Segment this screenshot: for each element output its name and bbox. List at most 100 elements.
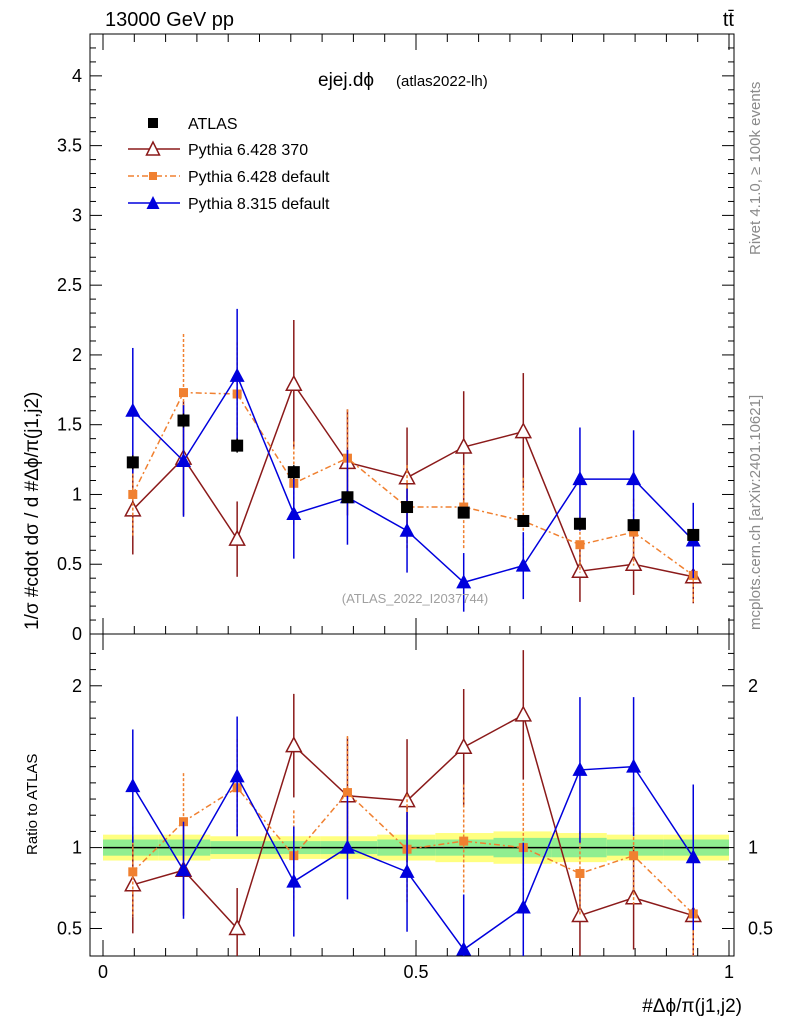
ratio-data <box>124 650 703 956</box>
data-point-py8 <box>456 574 472 589</box>
data-point-py6-370 <box>228 529 246 546</box>
main-y-axis-label: 1/σ #cdot dσ / d #Δϕ/π(j1,j2) <box>22 392 43 630</box>
rivet-label: Rivet 4.1.0, ≥ 100k events <box>747 82 764 255</box>
ratio-y-tick-label-right: 1 <box>748 838 758 858</box>
ratio-y-axis-label: Ratio to ATLAS <box>24 754 41 855</box>
legend-py6-default-label: Pythia 6.428 default <box>188 169 330 186</box>
ratio-plot-frame <box>89 633 735 957</box>
ratio-point-py8 <box>685 849 701 864</box>
x-axis-label: #Δϕ/π(j1,j2) <box>642 996 742 1017</box>
data-point-py6-370 <box>514 422 533 439</box>
ratio-y-tick-label-right: 0.5 <box>748 918 773 938</box>
ratio-point-py8 <box>286 873 302 888</box>
ratio-point-py8 <box>125 778 141 793</box>
data-point-py8 <box>229 367 245 382</box>
legend-py8-marker <box>146 196 160 209</box>
ratio-point-py6-default <box>575 868 585 878</box>
main-y-axis: 0 0.5 1 1.5 2 2.5 3 3.5 4 <box>57 47 734 644</box>
data-point-atlas <box>457 506 470 519</box>
legend-atlas-marker <box>148 118 158 128</box>
legend-py6-default-marker <box>149 172 157 180</box>
series-py6-default <box>128 334 698 602</box>
data-point-py6-370 <box>571 561 589 578</box>
data-point-py6-default <box>128 489 138 499</box>
ratio-point-py6-default <box>128 867 138 877</box>
legend-item-py6-370: Pythia 6.428 370 <box>128 140 308 159</box>
main-panel: 0 0.5 1 1.5 2 2.5 3 3.5 4 ejej.dϕ (atlas2022-lh)… <box>22 33 735 644</box>
ratio-point-py8 <box>515 899 531 914</box>
data-point-atlas <box>231 439 244 452</box>
legend-py6-370-label: Pythia 6.428 370 <box>188 142 308 159</box>
data-point-atlas <box>401 501 414 514</box>
x-axis: 0 0.5 1 <box>98 34 734 982</box>
ratio-panel: 0.5 0.51 12 2 0 0.5 1 Ratio to ATLAS #Δϕ/π(j1… <box>24 34 773 1017</box>
series-line-py8 <box>132 374 694 584</box>
data-point-atlas <box>177 414 190 427</box>
data-point-py8 <box>399 522 415 537</box>
main-y-tick-label: 3 <box>72 205 82 225</box>
ratio-point-py8 <box>626 758 642 773</box>
mcplots-label: mcplots.cern.ch [arXiv:2401.10621] <box>747 395 764 630</box>
ratio-point-py6-370 <box>454 737 473 755</box>
data-point-py8 <box>515 557 531 572</box>
legend-py8-label: Pythia 8.315 default <box>188 196 330 213</box>
ratio-point-py6-default <box>629 851 639 861</box>
main-y-tick-label: 2 <box>72 345 82 365</box>
data-point-py8 <box>572 471 588 486</box>
data-point-py6-370 <box>624 554 643 571</box>
main-plot-frame <box>89 33 735 635</box>
data-point-atlas <box>687 528 700 541</box>
ratio-series-py8 <box>125 697 701 956</box>
analysis-watermark: (ATLAS_2022_I2037744) <box>342 591 488 606</box>
x-tick-label: 0.5 <box>403 962 428 982</box>
data-point-atlas <box>126 456 139 469</box>
legend-atlas-label: ATLAS <box>188 116 238 133</box>
x-tick-label: 1 <box>724 962 734 982</box>
ratio-y-axis: 0.5 0.5 1 1 2 2 <box>57 652 773 938</box>
legend-item-atlas: ATLAS <box>148 116 238 133</box>
data-point-py6-370 <box>285 374 303 391</box>
ratio-point-py6-370 <box>228 918 246 936</box>
ratio-point-py6-370 <box>571 905 589 923</box>
plot-title: ejej.dϕ <box>318 70 374 91</box>
ratio-series-py6-370 <box>124 650 703 956</box>
data-point-py8 <box>125 402 141 417</box>
ratio-y-tick-label-left: 2 <box>72 676 82 696</box>
data-point-atlas <box>517 514 530 527</box>
main-y-tick-label: 2.5 <box>57 275 82 295</box>
data-point-atlas <box>341 491 354 504</box>
data-point-atlas <box>287 466 300 479</box>
ratio-point-py8 <box>176 862 192 877</box>
data-point-py8 <box>626 471 642 486</box>
ratio-point-py8 <box>572 761 588 776</box>
legend-item-py8: Pythia 8.315 default <box>128 196 330 213</box>
ratio-point-py8 <box>399 863 415 878</box>
ratio-point-py6-default <box>459 836 469 846</box>
main-data <box>124 308 703 612</box>
data-point-py6-370 <box>454 437 473 454</box>
data-point-py8 <box>286 506 302 520</box>
data-point-atlas <box>573 517 586 530</box>
main-y-tick-label: 3.5 <box>57 136 82 156</box>
ratio-point-py8 <box>339 839 355 854</box>
data-point-atlas <box>627 519 640 532</box>
data-point-py6-default <box>179 388 189 398</box>
ratio-point-py6-370 <box>285 736 303 753</box>
process-label: tt̄ <box>723 9 735 31</box>
ratio-y-tick-label-left: 0.5 <box>57 918 82 938</box>
main-y-tick-label: 4 <box>72 66 82 86</box>
legend-item-py6-default: Pythia 6.428 default <box>128 169 330 186</box>
x-tick-label: 0 <box>98 962 108 982</box>
legend-py6-370-marker <box>145 140 161 156</box>
series-atlas <box>126 413 700 541</box>
ratio-y-tick-label-left: 1 <box>72 838 82 858</box>
series-py8 <box>125 308 701 612</box>
ratio-y-tick-label-right: 2 <box>748 676 758 696</box>
ratio-point-py6-default <box>342 788 352 798</box>
ratio-point-py6-370 <box>514 705 533 722</box>
ratio-line-py6-370 <box>132 713 694 930</box>
ratio-point-py6-370 <box>624 888 643 905</box>
ratio-point-py8 <box>456 941 472 956</box>
ratio-point-py8 <box>229 768 245 783</box>
